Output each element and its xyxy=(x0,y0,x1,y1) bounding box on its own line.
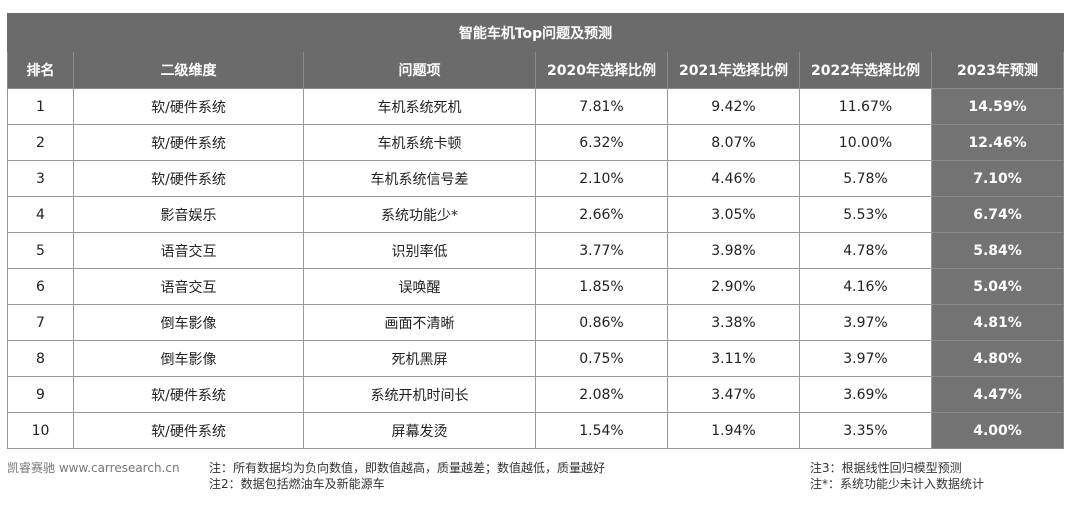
dimension-cell: 语音交互 xyxy=(73,268,304,305)
dimension-cell: 影音娱乐 xyxy=(73,196,304,233)
prediction-2023-cell: 4.00% xyxy=(930,412,1065,449)
issue-cell: 车机系统死机 xyxy=(303,88,536,125)
prediction-2023-cell: 5.84% xyxy=(930,232,1065,269)
value-2020-cell: 1.85% xyxy=(535,268,668,305)
dimension-cell: 倒车影像 xyxy=(73,304,304,341)
value-2020-cell: 2.10% xyxy=(535,160,668,197)
note-1: 注：所有数据均为负向数值，即数值越高，质量越差；数值越低，质量越好 xyxy=(209,461,606,475)
rank-cell: 7 xyxy=(7,304,74,341)
dimension-cell: 软/硬件系统 xyxy=(73,88,304,125)
value-2021-cell: 3.38% xyxy=(667,304,800,341)
notes-right: 注3：根据线性回归模型预测 注*：系统功能少未计入数据统计 xyxy=(810,460,984,492)
value-2021-cell: 2.90% xyxy=(667,268,800,305)
note-4: 注*：系统功能少未计入数据统计 xyxy=(810,477,985,491)
header-2021: 2021年选择比例 xyxy=(667,51,800,89)
table-row: 7 倒车影像 画面不清晰 0.86% 3.38% 3.97% 4.81% xyxy=(7,304,1065,341)
rank-cell: 2 xyxy=(7,124,74,161)
value-2021-cell: 3.47% xyxy=(667,376,800,413)
table-title: 智能车机Top问题及预测 xyxy=(6,13,1065,52)
value-2021-cell: 1.94% xyxy=(667,412,800,449)
value-2021-cell: 3.05% xyxy=(667,196,800,233)
value-2022-cell: 3.69% xyxy=(799,376,932,413)
value-2022-cell: 3.35% xyxy=(799,412,932,449)
issue-cell: 系统开机时间长 xyxy=(303,376,536,413)
issue-cell: 识别率低 xyxy=(303,232,536,269)
table-row: 8 倒车影像 死机黑屏 0.75% 3.11% 3.97% 4.80% xyxy=(7,340,1065,377)
value-2021-cell: 9.42% xyxy=(667,88,800,125)
table-row: 2 软/硬件系统 车机系统卡顿 6.32% 8.07% 10.00% 12.46% xyxy=(7,124,1065,161)
issue-cell: 屏幕发烫 xyxy=(303,412,536,449)
value-2022-cell: 4.16% xyxy=(799,268,932,305)
prediction-2023-cell: 5.04% xyxy=(930,268,1065,305)
table-row: 9 软/硬件系统 系统开机时间长 2.08% 3.47% 3.69% 4.47% xyxy=(7,376,1065,413)
header-row: 排名 二级维度 问题项 2020年选择比例 2021年选择比例 2022年选择比… xyxy=(7,51,1065,89)
table-row: 6 语音交互 误唤醒 1.85% 2.90% 4.16% 5.04% xyxy=(7,268,1065,305)
issue-cell: 死机黑屏 xyxy=(303,340,536,377)
dimension-cell: 倒车影像 xyxy=(73,340,304,377)
prediction-2023-cell: 14.59% xyxy=(930,88,1065,125)
prediction-2023-cell: 4.47% xyxy=(930,376,1065,413)
dimension-cell: 语音交互 xyxy=(73,232,304,269)
value-2021-cell: 4.46% xyxy=(667,160,800,197)
header-2022: 2022年选择比例 xyxy=(799,51,932,89)
note-2: 注2：数据包括燃油车及新能源车 xyxy=(209,477,385,491)
value-2021-cell: 8.07% xyxy=(667,124,800,161)
brand-watermark: 凯睿赛驰 www.carresearch.cn xyxy=(7,461,180,475)
dimension-cell: 软/硬件系统 xyxy=(73,160,304,197)
table-row: 4 影音娱乐 系统功能少* 2.66% 3.05% 5.53% 6.74% xyxy=(7,196,1065,233)
value-2020-cell: 0.86% xyxy=(535,304,668,341)
value-2020-cell: 6.32% xyxy=(535,124,668,161)
prediction-2023-cell: 4.81% xyxy=(930,304,1065,341)
rank-cell: 9 xyxy=(7,376,74,413)
rank-cell: 6 xyxy=(7,268,74,305)
notes-left: 注：所有数据均为负向数值，即数值越高，质量越差；数值越低，质量越好 注2：数据包… xyxy=(209,460,605,492)
header-2020: 2020年选择比例 xyxy=(535,51,668,89)
value-2020-cell: 1.54% xyxy=(535,412,668,449)
value-2022-cell: 10.00% xyxy=(799,124,932,161)
value-2022-cell: 3.97% xyxy=(799,304,932,341)
dimension-cell: 软/硬件系统 xyxy=(73,376,304,413)
value-2020-cell: 0.75% xyxy=(535,340,668,377)
rank-cell: 4 xyxy=(7,196,74,233)
value-2022-cell: 5.78% xyxy=(799,160,932,197)
issue-cell: 画面不清晰 xyxy=(303,304,536,341)
value-2022-cell: 5.53% xyxy=(799,196,932,233)
dimension-cell: 软/硬件系统 xyxy=(73,412,304,449)
value-2021-cell: 3.98% xyxy=(667,232,800,269)
issue-cell: 误唤醒 xyxy=(303,268,536,305)
issues-table: 智能车机Top问题及预测 排名 二级维度 问题项 2020年选择比例 2021年… xyxy=(6,13,1065,449)
issue-cell: 系统功能少* xyxy=(303,196,536,233)
table-row: 10 软/硬件系统 屏幕发烫 1.54% 1.94% 3.35% 4.00% xyxy=(7,412,1065,449)
header-2023: 2023年预测 xyxy=(930,51,1065,89)
prediction-2023-cell: 7.10% xyxy=(930,160,1065,197)
note-3: 注3：根据线性回归模型预测 xyxy=(810,461,962,475)
rank-cell: 3 xyxy=(7,160,74,197)
issue-cell: 车机系统信号差 xyxy=(303,160,536,197)
value-2020-cell: 3.77% xyxy=(535,232,668,269)
value-2021-cell: 3.11% xyxy=(667,340,800,377)
table-body: 1 软/硬件系统 车机系统死机 7.81% 9.42% 11.67% 14.59% 2 软/硬件… xyxy=(7,88,1065,449)
prediction-2023-cell: 12.46% xyxy=(930,124,1065,161)
rank-cell: 1 xyxy=(7,88,74,125)
table-row: 3 软/硬件系统 车机系统信号差 2.10% 4.46% 5.78% 7.10% xyxy=(7,160,1065,197)
issue-cell: 车机系统卡顿 xyxy=(303,124,536,161)
value-2022-cell: 4.78% xyxy=(799,232,932,269)
value-2020-cell: 7.81% xyxy=(535,88,668,125)
header-rank: 排名 xyxy=(7,51,74,89)
dimension-cell: 软/硬件系统 xyxy=(73,124,304,161)
value-2020-cell: 2.08% xyxy=(535,376,668,413)
header-dimension: 二级维度 xyxy=(73,51,304,89)
value-2022-cell: 3.97% xyxy=(799,340,932,377)
prediction-2023-cell: 6.74% xyxy=(930,196,1065,233)
rank-cell: 8 xyxy=(7,340,74,377)
value-2020-cell: 2.66% xyxy=(535,196,668,233)
header-issue: 问题项 xyxy=(303,51,536,89)
table-row: 1 软/硬件系统 车机系统死机 7.81% 9.42% 11.67% 14.59% xyxy=(7,88,1065,125)
prediction-2023-cell: 4.80% xyxy=(930,340,1065,377)
rank-cell: 10 xyxy=(7,412,74,449)
value-2022-cell: 11.67% xyxy=(799,88,932,125)
table-row: 5 语音交互 识别率低 3.77% 3.98% 4.78% 5.84% xyxy=(7,232,1065,269)
rank-cell: 5 xyxy=(7,232,74,269)
